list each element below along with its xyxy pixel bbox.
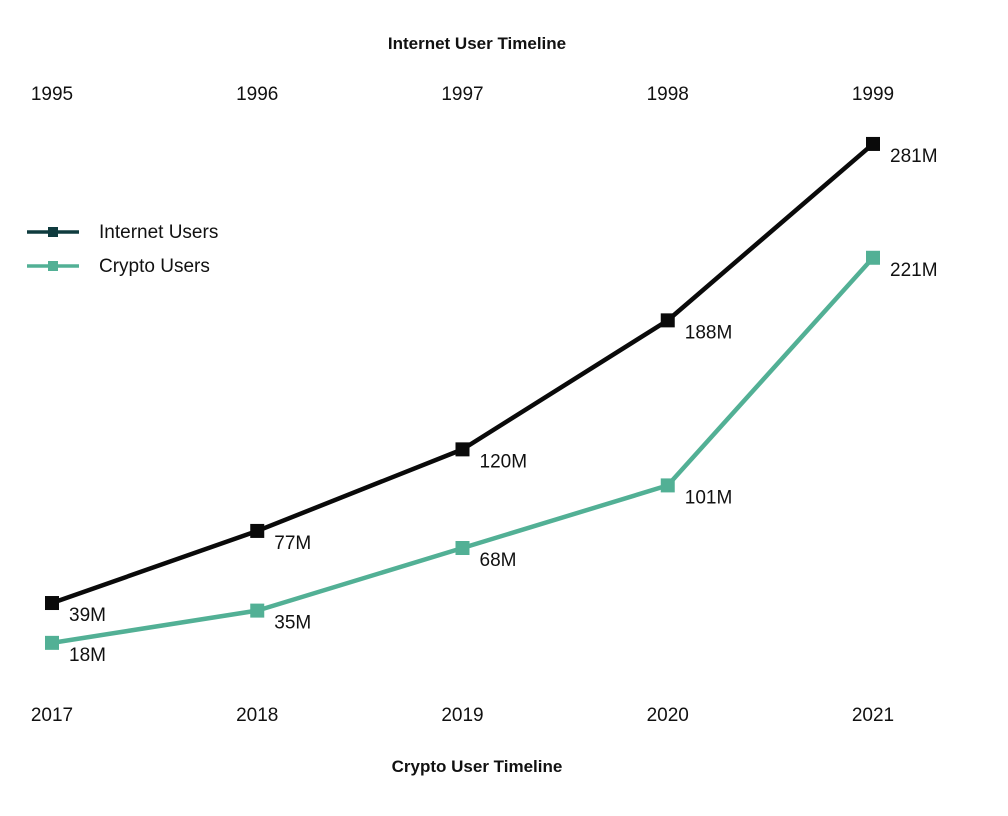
data-point [250, 523, 265, 538]
top-tick-label: 1996 [236, 84, 278, 105]
data-label: 101M [685, 487, 733, 508]
data-point [660, 478, 675, 493]
plot-area: 39M 77M 120M 188M 281M 18M 35M 68M 101M 221M [45, 136, 938, 666]
data-point [866, 136, 880, 151]
top-axis-ticks: 1995 1996 1997 1998 1999 [31, 84, 894, 105]
bottom-tick-label: 2018 [236, 705, 278, 726]
top-tick-label: 1999 [852, 84, 894, 105]
bottom-tick-label: 2020 [647, 705, 689, 726]
data-point [45, 596, 59, 611]
data-label: 120M [480, 451, 528, 472]
data-label: 18M [69, 645, 106, 666]
data-point [455, 442, 470, 457]
data-label: 221M [890, 260, 938, 281]
series-line [49, 141, 876, 606]
series-internet-users: 39M 77M 120M 188M 281M [45, 136, 938, 626]
top-tick-label: 1995 [31, 84, 73, 105]
bottom-axis-ticks: 2017 2018 2019 2020 2021 [31, 705, 894, 726]
data-point [45, 635, 59, 650]
data-label: 281M [890, 146, 938, 167]
legend-label: Internet Users [99, 222, 218, 243]
data-point [250, 603, 265, 618]
data-label: 188M [685, 322, 733, 343]
legend-marker [48, 261, 58, 271]
series-crypto-users: 18M 35M 68M 101M 221M [45, 250, 938, 666]
data-label: 39M [69, 605, 106, 626]
data-label: 68M [480, 550, 517, 571]
bottom-tick-label: 2017 [31, 705, 73, 726]
data-label: 77M [274, 533, 311, 554]
data-point [866, 250, 880, 265]
data-point [455, 541, 470, 556]
legend-marker [48, 227, 58, 237]
data-point [660, 313, 675, 328]
top-axis-title: Internet User Timeline [388, 34, 566, 53]
top-tick-label: 1997 [441, 84, 483, 105]
bottom-axis-title: Crypto User Timeline [392, 757, 563, 776]
top-tick-label: 1998 [647, 84, 689, 105]
legend: Internet Users Crypto Users [27, 222, 218, 277]
bottom-tick-label: 2019 [441, 705, 483, 726]
legend-label: Crypto Users [99, 256, 210, 277]
data-label: 35M [274, 613, 311, 634]
bottom-tick-label: 2021 [852, 705, 894, 726]
